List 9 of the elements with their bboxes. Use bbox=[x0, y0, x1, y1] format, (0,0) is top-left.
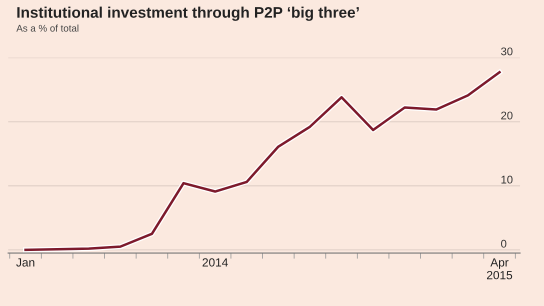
x-tick-label: 2014 bbox=[202, 258, 228, 267]
y-tick-label: 30 bbox=[501, 47, 513, 56]
chart-subtitle: As a % of total bbox=[16, 24, 78, 32]
x-tick-label: Apr 2015 bbox=[486, 258, 512, 280]
y-tick-label: 20 bbox=[501, 112, 513, 120]
chart-title: Institutional investment through P2P ‘big three’ bbox=[17, 6, 359, 21]
y-tick-label: 0 bbox=[501, 240, 506, 248]
y-tick-label: 10 bbox=[501, 176, 513, 184]
x-tick-label: Jan bbox=[16, 258, 34, 267]
